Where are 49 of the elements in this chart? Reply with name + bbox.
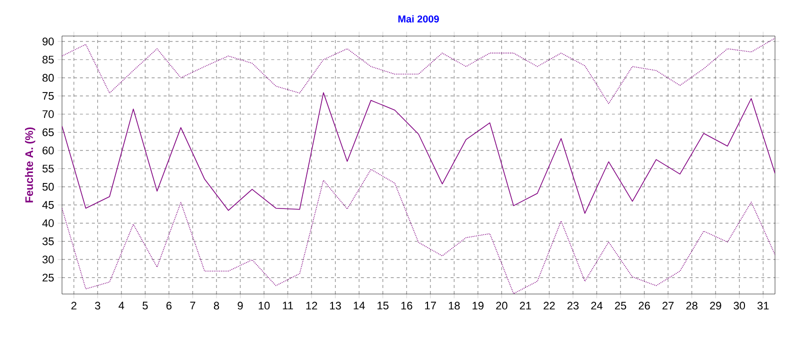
y-tick-label: 25 — [42, 274, 54, 282]
x-tick-label: 2 — [71, 302, 76, 310]
x-tick-label: 3 — [95, 302, 100, 310]
x-tick-label: 17 — [425, 302, 436, 310]
x-tick-label: 24 — [591, 302, 603, 310]
x-tick-label: 19 — [472, 302, 484, 310]
y-tick-label: 85 — [42, 56, 54, 64]
y-tick-label: 55 — [42, 164, 54, 172]
y-tick-label: 50 — [42, 182, 54, 191]
x-tick-label: 4 — [118, 302, 124, 310]
x-tick-label: 26 — [638, 302, 650, 310]
x-tick-label: 6 — [166, 302, 172, 310]
y-tick-label: 45 — [42, 201, 54, 209]
x-tick-label: 11 — [282, 302, 293, 310]
x-tick-label: 9 — [238, 302, 243, 310]
x-tick-label: 23 — [567, 302, 579, 310]
x-tick-label: 12 — [306, 302, 318, 310]
x-tick-label: 16 — [401, 302, 412, 310]
line-series — [62, 168, 776, 294]
y-axis-title: Feuchte A. (%) — [24, 128, 36, 202]
x-tick-label: 13 — [330, 302, 341, 310]
y-tick-label: 70 — [42, 110, 54, 118]
x-tick-label: 15 — [378, 302, 388, 310]
line-series — [62, 92, 776, 214]
x-tick-label: 18 — [448, 302, 460, 310]
y-tick-label: 60 — [42, 146, 54, 154]
y-tick-label: 30 — [42, 256, 54, 264]
x-tick-label: 27 — [662, 302, 674, 310]
y-tick-label: 80 — [42, 74, 54, 82]
x-tick-label: 10 — [258, 302, 270, 310]
line-series — [62, 38, 776, 104]
x-tick-label: 25 — [614, 302, 626, 310]
x-tick-label: 14 — [354, 302, 365, 310]
x-tick-label: 30 — [734, 302, 746, 310]
chart-title: Mai 2009 — [398, 15, 439, 23]
x-tick-label: 20 — [496, 302, 508, 310]
x-tick-label: 21 — [520, 302, 532, 310]
x-tick-label: 5 — [142, 302, 148, 310]
x-tick-label: 28 — [686, 302, 698, 310]
y-tick-label: 75 — [42, 92, 54, 100]
x-tick-label: 29 — [710, 302, 722, 310]
x-tick-label: 8 — [214, 302, 220, 310]
x-tick-label: 31 — [757, 302, 769, 310]
y-tick-label: 90 — [42, 38, 54, 46]
y-tick-label: 65 — [42, 128, 54, 136]
y-tick-label: 40 — [42, 219, 54, 228]
y-tick-label: 35 — [42, 237, 54, 246]
x-tick-label: 22 — [544, 302, 555, 310]
x-tick-label: 7 — [190, 302, 196, 310]
